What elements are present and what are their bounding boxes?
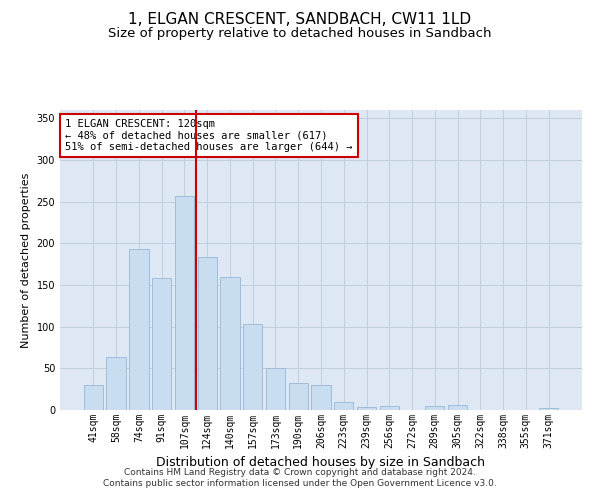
Bar — [84, 385, 103, 410]
Bar — [129, 249, 149, 410]
Bar — [357, 406, 376, 410]
Bar — [539, 408, 558, 410]
Bar — [425, 406, 445, 410]
Text: Size of property relative to detached houses in Sandbach: Size of property relative to detached ho… — [108, 28, 492, 40]
Bar — [266, 368, 285, 410]
Bar — [197, 256, 217, 410]
Bar — [243, 324, 262, 410]
Text: 1, ELGAN CRESCENT, SANDBACH, CW11 1LD: 1, ELGAN CRESCENT, SANDBACH, CW11 1LD — [128, 12, 472, 28]
Bar — [334, 402, 353, 410]
Text: Contains HM Land Registry data © Crown copyright and database right 2024.
Contai: Contains HM Land Registry data © Crown c… — [103, 468, 497, 487]
Y-axis label: Number of detached properties: Number of detached properties — [21, 172, 31, 348]
Bar — [152, 278, 172, 410]
Bar — [175, 196, 194, 410]
Bar — [311, 385, 331, 410]
Bar — [380, 406, 399, 410]
X-axis label: Distribution of detached houses by size in Sandbach: Distribution of detached houses by size … — [157, 456, 485, 469]
Bar — [106, 356, 126, 410]
Text: 1 ELGAN CRESCENT: 120sqm
← 48% of detached houses are smaller (617)
51% of semi-: 1 ELGAN CRESCENT: 120sqm ← 48% of detach… — [65, 119, 353, 152]
Bar — [289, 384, 308, 410]
Bar — [448, 405, 467, 410]
Bar — [220, 276, 239, 410]
